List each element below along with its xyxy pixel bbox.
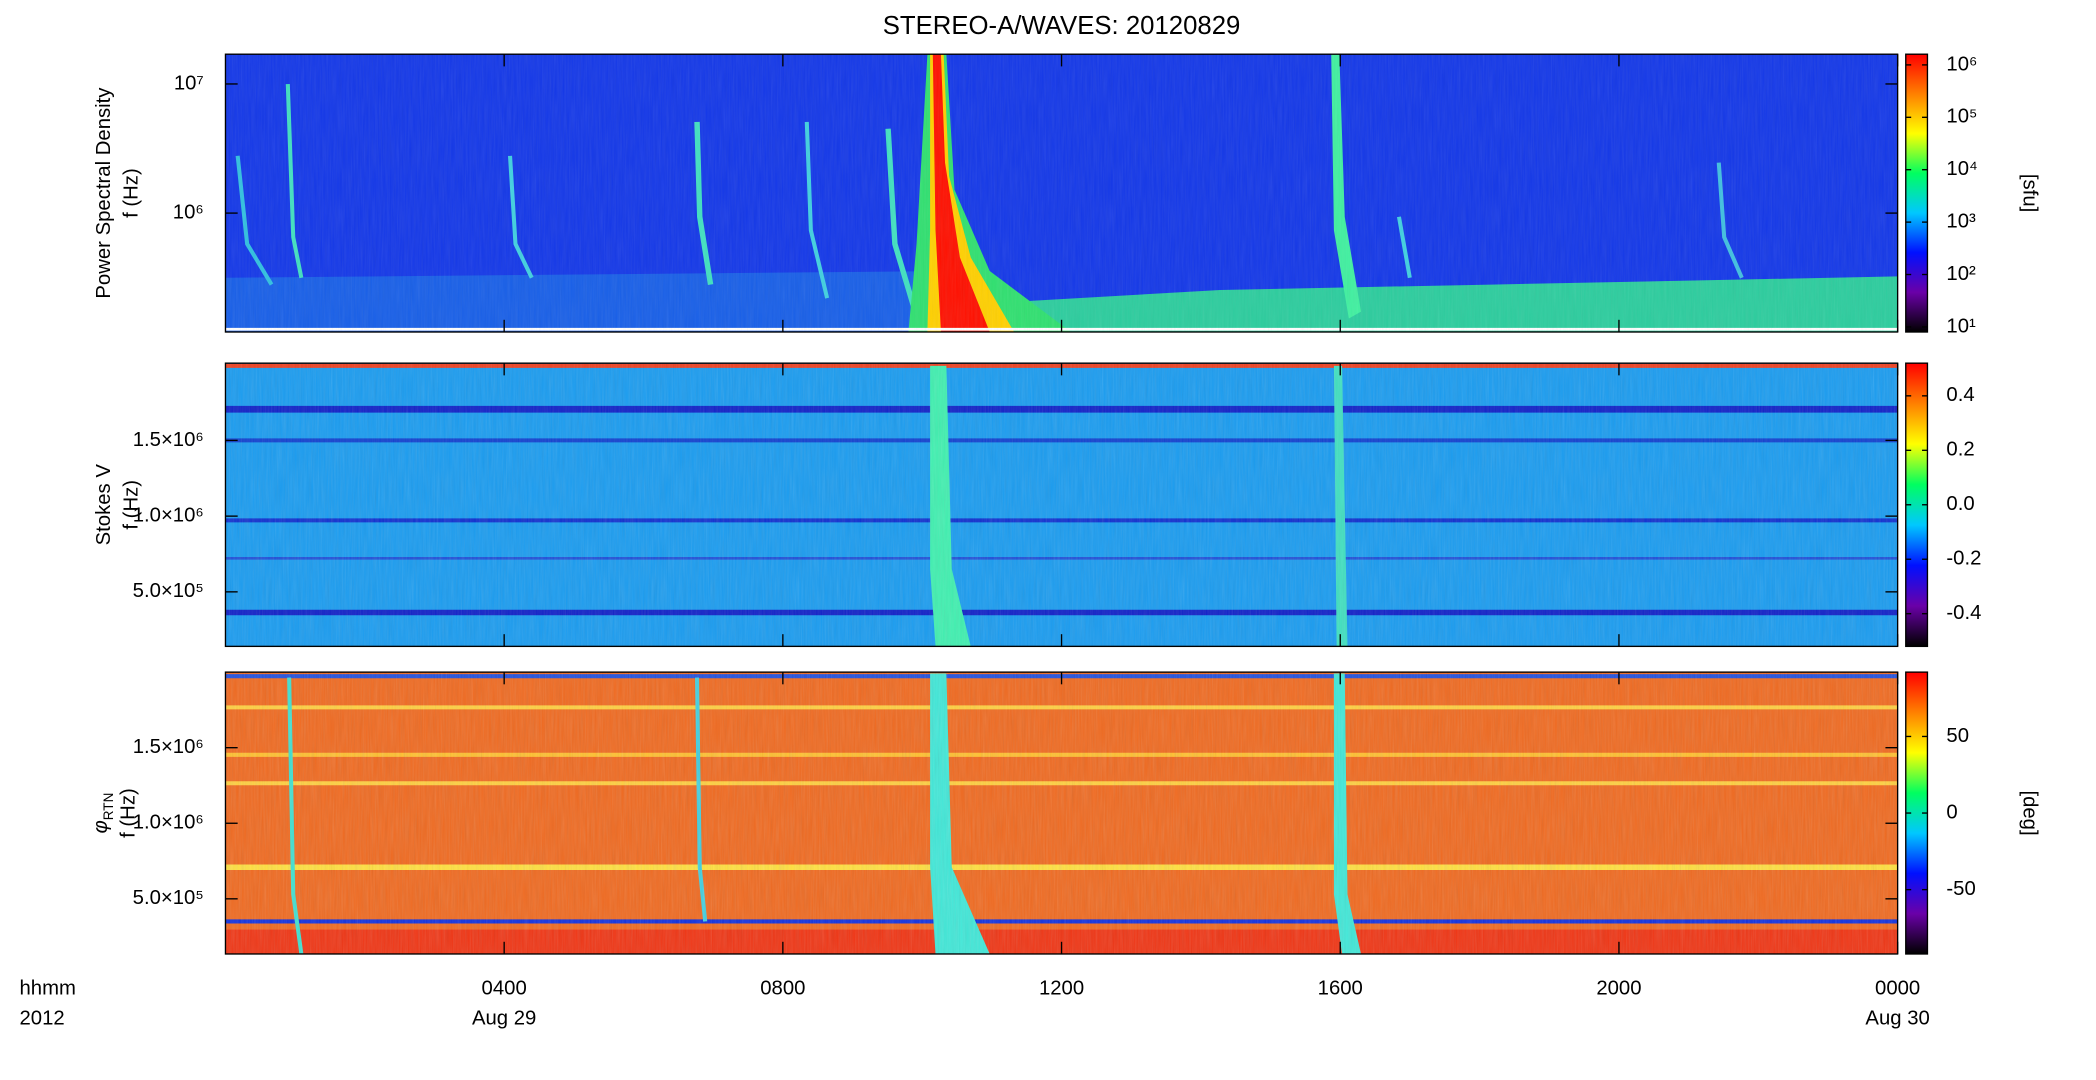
y-tick-label: 5.0×10⁵: [133, 580, 204, 602]
x-date-label: Aug 29: [472, 1007, 536, 1029]
noise-texture: [225, 363, 1898, 647]
axes: 10¹ 10² 10³ 10⁴ 10⁵ 10⁶ [sfu] 10⁶ 10⁷ Power Spect…: [19, 53, 2040, 1029]
colorbar-tick-label: -0.4: [1946, 602, 1981, 624]
y-axis-label: Power Spectral Density: [93, 87, 115, 299]
x-tick-label: 1200: [1039, 978, 1084, 1000]
x-date-label: Aug 30: [1865, 1007, 1929, 1029]
y-axis-label-subscript: RTN: [101, 793, 116, 821]
plot-frame: [224, 362, 1899, 648]
colorbar-tick-label: 0: [1946, 801, 1957, 823]
y-axis-label: f (Hz): [118, 788, 140, 838]
plot-frame: [224, 671, 1899, 955]
colorbar-tick-label: 0.2: [1946, 439, 1974, 461]
y-axis-label: f (Hz): [120, 168, 142, 218]
colorbar-tick-label: 50: [1946, 725, 1969, 747]
colorbar-tick-label: 10¹: [1946, 315, 1976, 337]
y-tick-label: 1.0×10⁶: [133, 505, 204, 527]
y-axis-label-symbol: φ: [91, 820, 113, 833]
x-tick-label: 0400: [482, 978, 527, 1000]
colorbar-tick-label: -0.2: [1946, 548, 1981, 570]
colorbar-tick-label: 0.4: [1946, 384, 1974, 406]
x-tick-label: 0000: [1875, 978, 1920, 1000]
y-tick-label: 10⁶: [173, 201, 204, 223]
y-tick-label: 1.5×10⁶: [133, 736, 204, 758]
figure-title: STEREO-A/WAVES: 20120829: [883, 12, 1241, 40]
colorbar-tick-label: 10⁵: [1946, 106, 1977, 128]
colorbar: [1905, 53, 1929, 333]
colorbar-tick-label: 10³: [1946, 210, 1976, 232]
colorbar-tick-label: 10²: [1946, 263, 1976, 285]
x-tick-label: 0800: [760, 978, 805, 1000]
colorbar-tick-label: 10⁴: [1946, 158, 1977, 180]
colorbar-tick-label: -50: [1946, 878, 1975, 900]
noise-texture: [225, 672, 1898, 954]
spectrogram-features: [225, 54, 1898, 955]
x-tick-label: 1600: [1318, 978, 1363, 1000]
y-axis-label: Stokes V: [93, 464, 115, 546]
plot-frame: [224, 53, 1899, 333]
x-axis-label: hhmm: [19, 978, 75, 1000]
colorbar-label: [deg]: [2019, 790, 2041, 835]
x-tick-label: 2000: [1596, 978, 1641, 1000]
colorbar-tick-label: 10⁶: [1946, 53, 1977, 75]
colorbar-tick-label: 0.0: [1946, 493, 1974, 515]
colorbar-label: [sfu]: [2019, 174, 2041, 212]
y-tick-label: 5.0×10⁵: [133, 887, 204, 909]
y-tick-label: 1.5×10⁶: [133, 429, 204, 451]
x-axis-label: 2012: [19, 1007, 64, 1029]
y-axis-label: φRTN: [91, 793, 116, 834]
y-axis-label: f (Hz): [120, 480, 142, 530]
y-tick-label: 1.0×10⁶: [133, 812, 204, 834]
y-tick-label: 10⁷: [174, 72, 204, 94]
noise-texture: [225, 54, 1898, 332]
